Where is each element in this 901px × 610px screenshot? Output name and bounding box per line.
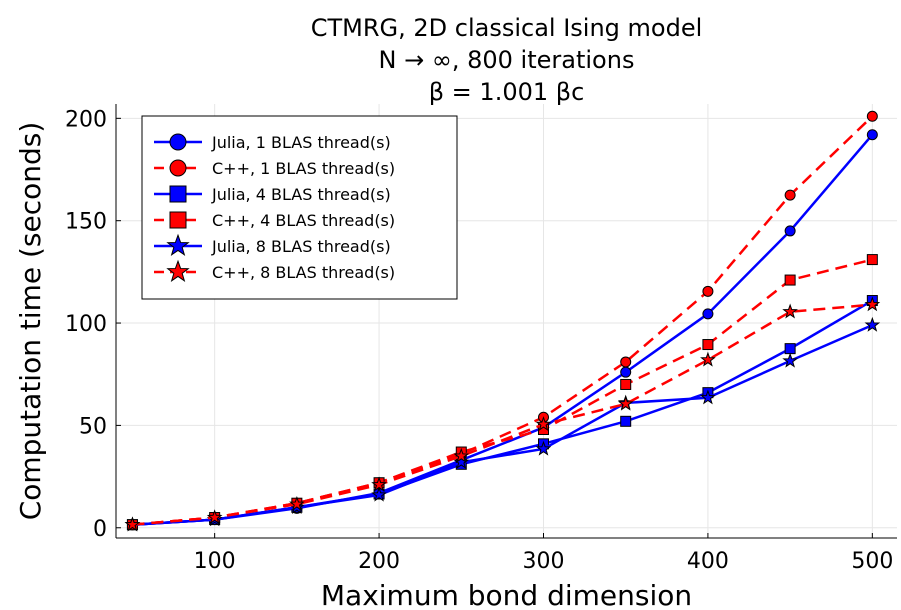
legend-label: C++, 8 BLAS thread(s) [212, 263, 395, 282]
x-tick-label: 100 [194, 549, 236, 574]
y-tick-label: 0 [93, 517, 107, 542]
legend-label: Julia, 1 BLAS thread(s) [211, 133, 391, 152]
legend-marker [166, 233, 190, 256]
y-tick-label: 50 [79, 414, 107, 439]
data-point [784, 274, 796, 286]
legend-item: C++, 4 BLAS thread(s) [154, 211, 395, 230]
legend-label: C++, 1 BLAS thread(s) [212, 159, 395, 178]
data-point [866, 129, 878, 141]
y-tick-label: 100 [65, 312, 107, 337]
chart-title-line: β = 1.001 βc [429, 78, 585, 106]
x-tick-label: 300 [522, 549, 564, 574]
data-point [700, 351, 716, 367]
chart-title: CTMRG, 2D classical Ising model N → ∞, 80… [311, 14, 703, 106]
legend-label: C++, 4 BLAS thread(s) [212, 211, 395, 230]
data-point [371, 476, 387, 492]
y-axis-label: Computation time (seconds) [14, 122, 47, 521]
legend-item: C++, 1 BLAS thread(s) [154, 159, 395, 178]
legend-item: Julia, 4 BLAS thread(s) [154, 185, 391, 204]
data-point [620, 415, 632, 427]
legend-marker [166, 259, 190, 282]
data-point [864, 296, 881, 312]
data-point [453, 454, 470, 469]
data-point [782, 352, 798, 368]
legend-marker [169, 159, 187, 177]
legend-marker [169, 211, 187, 229]
data-point [124, 516, 141, 532]
data-point [864, 316, 881, 332]
data-point [702, 308, 714, 320]
data-point [784, 343, 796, 355]
legend-box [141, 115, 458, 300]
data-point [535, 440, 552, 456]
series-line [132, 299, 873, 526]
data-point [866, 254, 878, 266]
data-point [784, 225, 796, 237]
y-tick-label: 200 [65, 107, 107, 132]
data-point [620, 378, 632, 390]
data-point [620, 356, 632, 368]
chart-title-line: CTMRG, 2D classical Ising model [311, 14, 703, 42]
legend-item: Julia, 1 BLAS thread(s) [154, 133, 391, 152]
legend-marker [169, 133, 187, 151]
legend-marker [169, 185, 187, 203]
data-point [702, 285, 714, 297]
data-point [453, 447, 470, 463]
series-4 [124, 316, 881, 532]
series-5 [124, 296, 881, 532]
data-point [206, 509, 223, 525]
legend-item: Julia, 8 BLAS thread(s) [154, 233, 391, 256]
series-layer [124, 110, 881, 532]
x-tick-label: 200 [358, 549, 400, 574]
data-point [782, 303, 798, 319]
chart-title-line: N → ∞, 800 iterations [379, 46, 635, 74]
x-axis-label: Maximum bond dimension [321, 579, 692, 610]
data-point [700, 389, 716, 405]
series-line [132, 303, 873, 526]
series-line [132, 323, 873, 526]
data-point [866, 110, 878, 122]
x-tick-label: 500 [851, 549, 893, 574]
legend-item: C++, 8 BLAS thread(s) [154, 259, 395, 282]
data-point [535, 416, 552, 432]
data-point [371, 486, 387, 502]
x-tick-label: 400 [687, 549, 729, 574]
data-point [702, 339, 714, 351]
axes: 100 200 300 400 500 0 50 100 150 200 [65, 104, 897, 574]
data-point [784, 189, 796, 201]
series-2 [126, 295, 878, 531]
legend-label: Julia, 8 BLAS thread(s) [211, 237, 391, 256]
data-point [620, 366, 632, 378]
y-tick-label: 150 [65, 210, 107, 235]
data-point [617, 395, 634, 411]
data-point [289, 495, 305, 511]
legend-label: Julia, 4 BLAS thread(s) [211, 185, 391, 204]
legend: Julia, 1 BLAS thread(s) C++, 1 BLAS threa… [141, 115, 458, 300]
